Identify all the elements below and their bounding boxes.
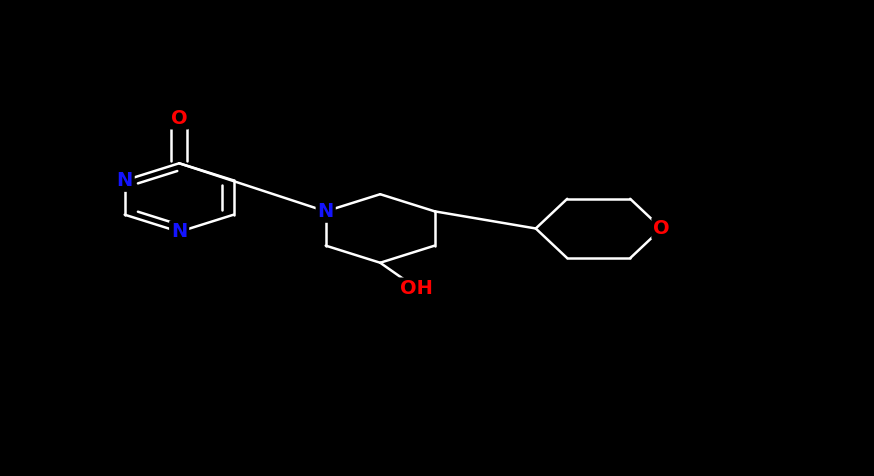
Text: OH: OH (399, 279, 433, 298)
Text: O: O (653, 219, 670, 238)
Text: N: N (171, 222, 187, 241)
Text: N: N (116, 171, 133, 190)
Text: O: O (170, 109, 188, 128)
Text: N: N (317, 202, 334, 221)
